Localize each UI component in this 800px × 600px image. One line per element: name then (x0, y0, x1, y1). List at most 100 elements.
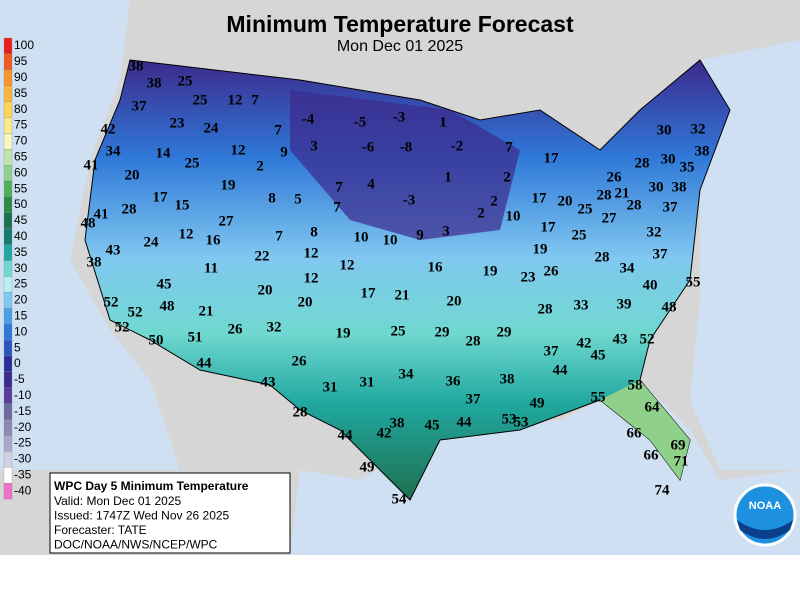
temperature-label: 7 (251, 92, 259, 108)
temperature-label: 25 (391, 323, 406, 339)
info-line: DOC/NOAA/NWS/NCEP/WPC (54, 538, 218, 552)
temperature-label: 37 (544, 343, 560, 359)
temperature-label: 49 (530, 395, 545, 411)
legend-label: 45 (14, 213, 28, 227)
temperature-label: 10 (383, 232, 398, 248)
temperature-label: 21 (199, 303, 214, 319)
temperature-label: 30 (661, 151, 676, 167)
temperature-label: 1 (439, 114, 447, 130)
legend-label: -25 (14, 436, 32, 450)
temperature-label: 43 (106, 242, 121, 258)
legend-label: 25 (14, 277, 28, 291)
temperature-label: 34 (106, 143, 122, 159)
legend-label: 75 (14, 118, 28, 132)
temperature-label: -4 (302, 111, 315, 127)
legend-label: 20 (14, 293, 28, 307)
legend-label: 60 (14, 165, 28, 179)
temperature-label: 52 (104, 294, 119, 310)
temperature-label: 7 (275, 228, 283, 244)
temperature-label: 7 (333, 199, 341, 215)
legend-label: 50 (14, 197, 28, 211)
temperature-label: 25 (193, 92, 208, 108)
temperature-label: 42 (101, 121, 116, 137)
temperature-label: 21 (395, 287, 410, 303)
legend-label: 15 (14, 308, 28, 322)
temperature-label: 28 (466, 333, 481, 349)
legend-label: -40 (14, 483, 32, 497)
legend-label: -15 (14, 404, 32, 418)
temperature-label: 12 (340, 257, 355, 273)
temperature-label: 20 (447, 293, 462, 309)
temperature-label: 54 (392, 491, 408, 507)
legend-swatch (3, 276, 13, 293)
temperature-label: 28 (635, 155, 650, 171)
temperature-label: 5 (294, 191, 302, 207)
temperature-label: -2 (451, 138, 464, 154)
temperature-label: 20 (558, 193, 573, 209)
atlantic (690, 40, 800, 470)
legend-label: 80 (14, 102, 28, 116)
temperature-label: 20 (298, 294, 313, 310)
temperature-label: 9 (280, 144, 288, 160)
legend-swatch (3, 165, 13, 182)
temperature-label: 38 (87, 254, 102, 270)
florida-warm (600, 380, 690, 480)
temperature-label: 27 (602, 210, 618, 226)
temperature-label: 50 (149, 332, 164, 348)
temperature-label: 2 (477, 205, 485, 221)
temperature-label: 17 (153, 189, 169, 205)
legend-swatch (3, 85, 13, 102)
temperature-label: 66 (644, 447, 660, 463)
temperature-label: 10 (354, 229, 369, 245)
legend-swatch (3, 212, 13, 229)
legend-swatch (3, 101, 13, 118)
temperature-label: 4 (367, 176, 375, 192)
legend-swatch (3, 117, 13, 134)
temperature-label: -3 (393, 109, 406, 125)
temperature-label: 8 (268, 190, 276, 206)
temperature-label: 41 (84, 157, 99, 173)
temperature-label: 26 (228, 321, 244, 337)
legend-swatch (3, 196, 13, 214)
temperature-label: 48 (160, 298, 175, 314)
temperature-label: 10 (506, 208, 521, 224)
temperature-label: 16 (428, 259, 444, 275)
map-subtitle: Mon Dec 01 2025 (337, 38, 463, 55)
temperature-label: 12 (228, 92, 243, 108)
legend-swatch (3, 483, 13, 500)
temperature-label: 55 (591, 389, 606, 405)
temperature-label: 19 (336, 325, 351, 341)
temperature-label: 25 (185, 155, 200, 171)
temperature-label: 26 (292, 353, 308, 369)
legend-swatch (3, 292, 13, 309)
temperature-label: 8 (310, 224, 318, 240)
legend-label: -5 (14, 372, 25, 386)
temperature-label: 37 (663, 199, 679, 215)
temperature-label: 14 (156, 145, 172, 161)
temperature-label: 28 (597, 187, 612, 203)
legend-swatch (3, 339, 13, 357)
temperature-label: 28 (122, 201, 137, 217)
temperature-label: 42 (577, 335, 592, 351)
legend-swatch (3, 467, 13, 484)
temperature-label: 32 (691, 121, 706, 137)
temperature-label: 44 (197, 355, 213, 371)
temperature-label: 36 (446, 373, 462, 389)
temperature-label: 30 (657, 122, 672, 138)
temperature-label: 25 (178, 73, 193, 89)
temperature-label: 66 (627, 425, 643, 441)
temperature-label: 28 (627, 197, 642, 213)
info-line: Valid: Mon Dec 01 2025 (54, 494, 182, 508)
temperature-label: 25 (578, 201, 593, 217)
legend-swatch (3, 180, 13, 198)
temperature-label: 38 (129, 58, 144, 74)
temperature-label: 34 (620, 260, 636, 276)
temperature-label: 26 (607, 169, 623, 185)
legend-label: 100 (14, 38, 34, 52)
temperature-label: 37 (132, 98, 148, 114)
temperature-label: 51 (188, 329, 203, 345)
legend-label: -20 (14, 420, 32, 434)
temperature-label: 21 (615, 185, 630, 201)
temperature-label: 2 (490, 193, 498, 209)
